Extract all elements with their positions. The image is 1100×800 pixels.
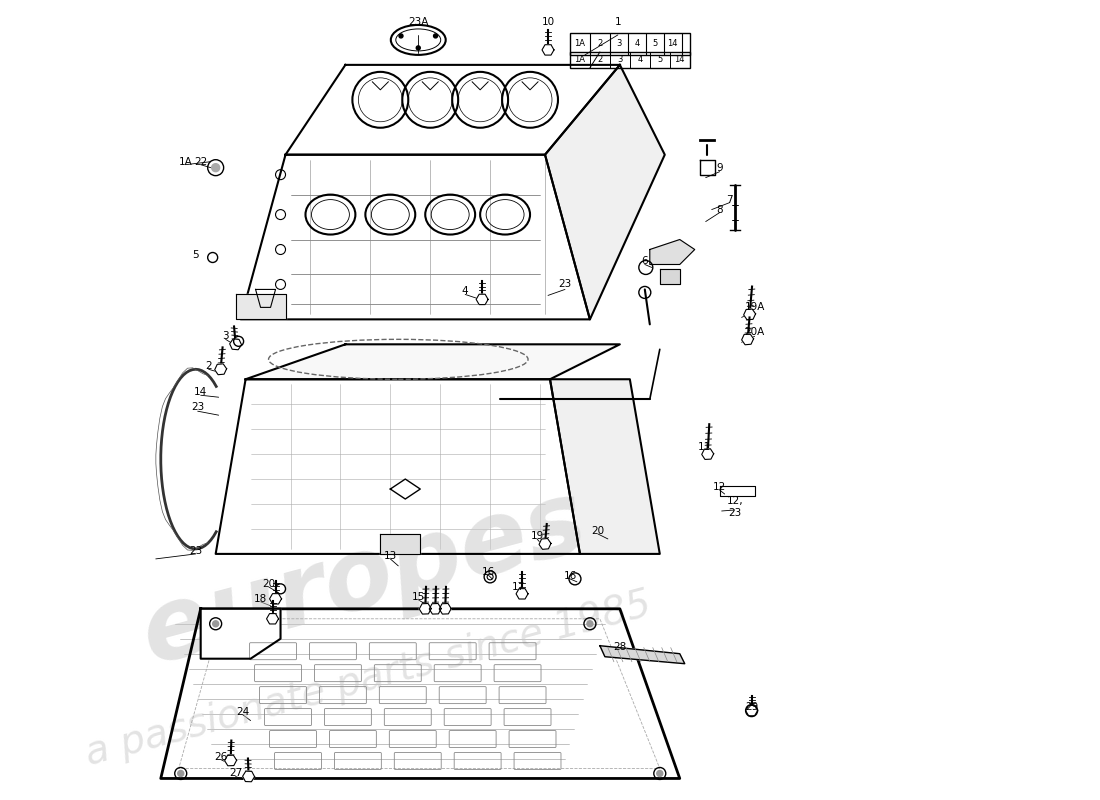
Polygon shape	[270, 594, 282, 604]
Polygon shape	[660, 270, 680, 285]
Polygon shape	[161, 609, 680, 778]
Circle shape	[212, 621, 219, 626]
Polygon shape	[542, 45, 554, 55]
Polygon shape	[381, 534, 420, 554]
Polygon shape	[230, 339, 242, 350]
Text: 16: 16	[563, 571, 576, 581]
Text: 4: 4	[635, 39, 639, 49]
Text: 5: 5	[657, 55, 662, 64]
Text: 9: 9	[716, 162, 723, 173]
Polygon shape	[746, 706, 758, 716]
Text: 19A: 19A	[745, 302, 764, 312]
Polygon shape	[235, 294, 286, 319]
Circle shape	[178, 770, 184, 777]
Text: 1A: 1A	[574, 55, 585, 64]
Text: 1A: 1A	[179, 157, 192, 166]
Text: 4: 4	[462, 286, 469, 297]
Text: 18: 18	[254, 594, 267, 604]
Polygon shape	[600, 646, 684, 664]
Text: 2: 2	[597, 55, 603, 64]
Polygon shape	[286, 65, 620, 154]
Polygon shape	[216, 379, 580, 554]
Polygon shape	[702, 449, 714, 459]
Text: europes: europes	[131, 473, 596, 685]
Polygon shape	[224, 755, 236, 766]
Polygon shape	[439, 603, 451, 614]
Text: 26: 26	[214, 751, 228, 762]
Polygon shape	[214, 364, 227, 374]
Text: 10: 10	[541, 17, 554, 27]
Text: 24: 24	[236, 706, 250, 717]
Polygon shape	[429, 603, 441, 614]
Polygon shape	[539, 538, 551, 550]
Polygon shape	[650, 239, 695, 265]
Text: 2: 2	[597, 39, 603, 49]
Text: 3: 3	[616, 39, 622, 49]
Circle shape	[416, 46, 420, 50]
Polygon shape	[419, 603, 431, 614]
Text: 23: 23	[189, 546, 202, 556]
Polygon shape	[544, 65, 664, 319]
Text: 29: 29	[745, 702, 758, 712]
Polygon shape	[266, 614, 278, 624]
Circle shape	[587, 621, 593, 626]
Bar	[570, 33, 690, 55]
Text: 27: 27	[229, 769, 242, 778]
Text: 23: 23	[191, 402, 205, 412]
Text: 13: 13	[384, 551, 397, 561]
Circle shape	[657, 770, 663, 777]
Text: 28: 28	[613, 642, 627, 652]
Text: 20: 20	[592, 526, 605, 536]
Circle shape	[433, 34, 438, 38]
Polygon shape	[741, 334, 754, 345]
Text: a passionate parts since 1985: a passionate parts since 1985	[81, 585, 656, 773]
Text: 15: 15	[411, 592, 425, 602]
Text: 20: 20	[262, 579, 275, 589]
Text: 12: 12	[713, 482, 726, 492]
Text: 14: 14	[668, 39, 678, 49]
Polygon shape	[550, 379, 660, 554]
Polygon shape	[200, 609, 280, 658]
Text: 6: 6	[641, 257, 648, 266]
Text: 2: 2	[206, 362, 212, 371]
Polygon shape	[243, 771, 254, 782]
Polygon shape	[245, 344, 620, 379]
Text: 19: 19	[530, 531, 543, 541]
Text: 8: 8	[716, 205, 723, 214]
Text: 17: 17	[512, 582, 525, 592]
Text: 1A: 1A	[574, 39, 585, 49]
Polygon shape	[241, 154, 590, 319]
Text: 22: 22	[194, 157, 207, 166]
Polygon shape	[476, 294, 488, 305]
Text: 23: 23	[559, 279, 572, 290]
Text: 14: 14	[674, 55, 685, 64]
Text: 4: 4	[637, 55, 642, 64]
Text: 23A: 23A	[408, 17, 428, 27]
Polygon shape	[516, 589, 528, 599]
Circle shape	[211, 164, 220, 172]
Text: 3: 3	[617, 55, 623, 64]
Text: 11: 11	[698, 442, 712, 452]
Text: 3: 3	[222, 331, 229, 342]
Text: 5: 5	[192, 250, 199, 261]
Polygon shape	[744, 309, 756, 320]
Text: 5: 5	[652, 39, 658, 49]
Circle shape	[399, 34, 403, 38]
Bar	[570, 52, 690, 68]
Text: 1: 1	[615, 17, 622, 27]
Text: 7: 7	[726, 194, 733, 205]
Text: 20A: 20A	[745, 327, 764, 338]
Text: 12,
23: 12, 23	[726, 496, 742, 518]
Text: 14: 14	[194, 387, 207, 398]
Text: 16: 16	[482, 567, 495, 577]
